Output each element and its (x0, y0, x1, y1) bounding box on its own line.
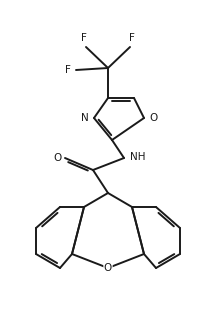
Text: O: O (104, 263, 112, 273)
Text: O: O (149, 113, 157, 123)
Text: F: F (65, 65, 71, 75)
Text: F: F (129, 33, 135, 43)
Text: N: N (81, 113, 89, 123)
Text: O: O (54, 153, 62, 163)
Text: NH: NH (130, 152, 146, 162)
Text: F: F (81, 33, 87, 43)
